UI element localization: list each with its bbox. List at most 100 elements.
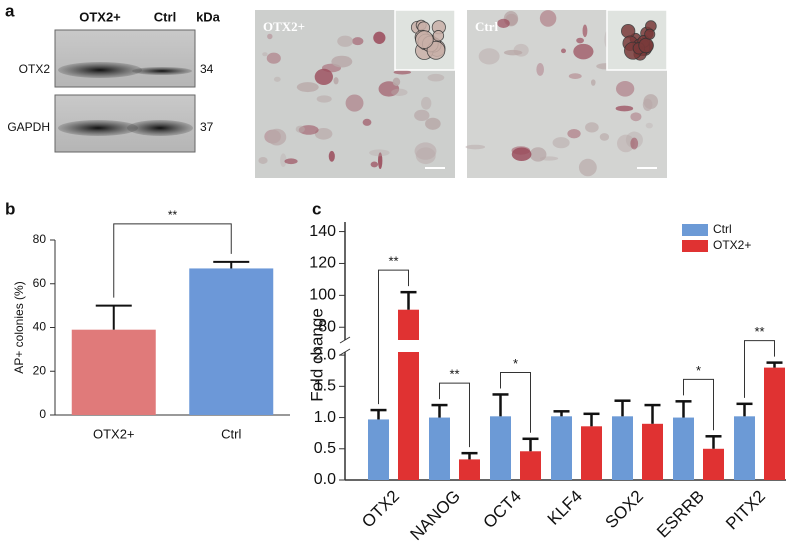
cell [280, 153, 287, 168]
cell [345, 94, 364, 112]
cell [465, 144, 486, 150]
x-tick-label: KLF4 [544, 487, 586, 529]
cell [425, 117, 441, 130]
blot-band [58, 62, 142, 78]
cell [370, 161, 379, 168]
y-tick-label: 0 [39, 407, 46, 421]
cell [337, 35, 354, 47]
cell [539, 156, 559, 161]
micrograph-label: Ctrl [475, 19, 498, 34]
micrograph: Ctrl [465, 9, 668, 178]
x-tick-label: OTX2+ [93, 426, 135, 441]
cell [316, 95, 332, 103]
bar [490, 416, 511, 480]
y-tick-label: 0.5 [314, 440, 336, 457]
cell [362, 118, 372, 126]
lane-label: Ctrl [154, 9, 176, 24]
cell [352, 37, 364, 46]
cell [513, 43, 529, 57]
x-tick-label: OCT4 [480, 487, 525, 532]
cell [578, 158, 597, 177]
cell [536, 62, 544, 76]
bar [551, 416, 572, 480]
axis-break [339, 336, 351, 344]
cell [427, 73, 445, 82]
cell [369, 149, 390, 157]
y-tick-label: 1.5 [314, 378, 336, 395]
y-tick-label: 80 [318, 318, 336, 335]
y-axis-label: AP+ colonies (%) [12, 281, 26, 373]
cell [392, 77, 401, 86]
bar-upper [398, 309, 419, 340]
cell [284, 158, 298, 165]
significance-label: * [513, 356, 518, 371]
inset-cell [415, 30, 434, 49]
cell [576, 37, 584, 44]
legend-label: OTX2+ [713, 238, 751, 252]
cell [267, 33, 273, 40]
cell [421, 96, 432, 110]
legend-swatch [682, 224, 708, 236]
blot-row [54, 29, 196, 88]
significance-label: ** [388, 254, 398, 269]
x-tick-label: NANOG [406, 487, 464, 545]
bar [368, 419, 389, 480]
cell [539, 10, 557, 27]
row-label: GAPDH [7, 120, 50, 134]
significance-label: ** [168, 208, 178, 222]
cell [296, 82, 319, 93]
bar [764, 367, 785, 480]
bar [459, 459, 480, 480]
cell [630, 137, 639, 150]
y-axis-label: Fold change [307, 308, 326, 402]
significance-label: ** [754, 324, 764, 339]
cell [378, 81, 400, 97]
cell [391, 88, 408, 96]
cell [645, 122, 653, 129]
y-tick-label: 100 [309, 287, 336, 304]
cell [273, 76, 281, 82]
y-tick-label: 140 [309, 223, 336, 240]
cell [378, 152, 383, 169]
significance-label: ** [449, 367, 459, 382]
size-label: 34 [200, 62, 214, 76]
cell [568, 73, 582, 79]
cell [585, 122, 599, 133]
significance-bracket [439, 382, 470, 448]
inset-cell [644, 28, 656, 40]
cell [642, 98, 653, 112]
cell [573, 43, 594, 60]
bar [429, 417, 450, 480]
bar [189, 268, 274, 415]
cell [503, 49, 523, 56]
inset-cell [638, 37, 654, 54]
y-tick-label: 80 [33, 232, 47, 246]
cell [615, 80, 635, 97]
cell [414, 142, 437, 160]
cell [314, 128, 333, 140]
significance-bracket [744, 340, 775, 398]
row-label: OTX2 [19, 62, 51, 76]
axis-break [339, 348, 351, 356]
legend-swatch [682, 240, 708, 252]
cell [262, 52, 268, 57]
blot-band [58, 120, 138, 136]
blot-band [132, 67, 192, 75]
x-tick-label: Ctrl [221, 426, 241, 441]
panel-label: a [5, 1, 15, 20]
significance-bracket [500, 371, 531, 433]
cell [567, 128, 581, 139]
bar [612, 416, 633, 480]
bar [703, 448, 724, 480]
cell [615, 105, 634, 112]
significance-label: * [696, 363, 701, 378]
bar [734, 416, 755, 480]
inset-cell [426, 41, 446, 60]
cell [331, 55, 353, 68]
cell [511, 147, 532, 162]
cell [328, 150, 335, 162]
bar [642, 423, 663, 480]
cell [258, 157, 268, 164]
